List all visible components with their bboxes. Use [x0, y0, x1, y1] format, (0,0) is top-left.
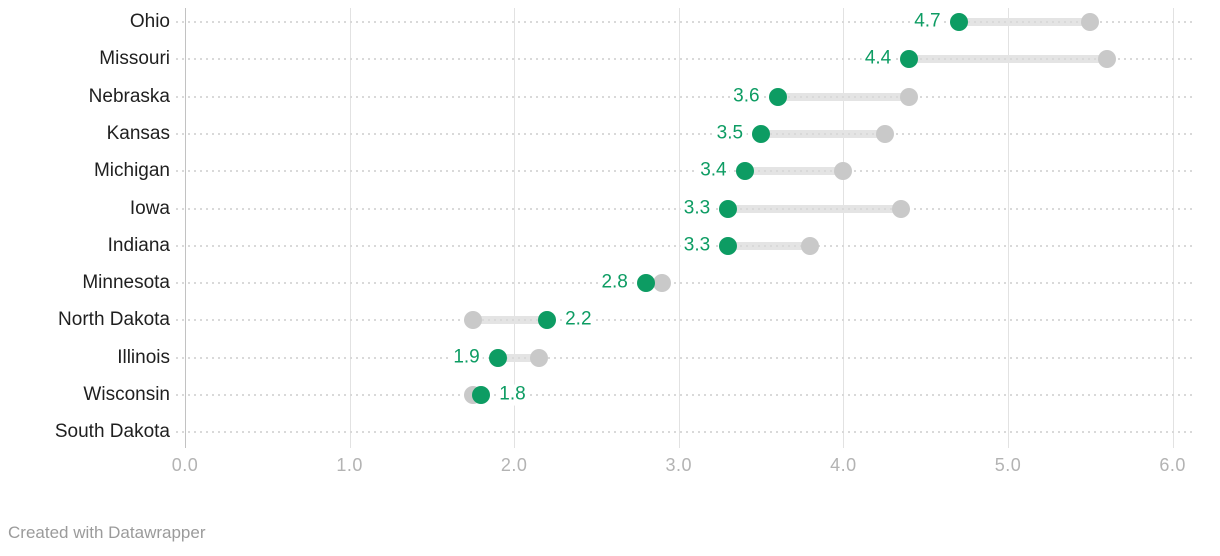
state-label: Kansas: [106, 122, 170, 144]
state-label: Michigan: [93, 160, 170, 182]
row-guide: [176, 394, 1196, 396]
state-label: North Dakota: [58, 309, 170, 331]
axis-tick: [185, 440, 186, 448]
comparison-dot[interactable]: [834, 162, 853, 181]
gridline: [1172, 8, 1174, 440]
comparison-dot[interactable]: [529, 348, 548, 367]
value-dot[interactable]: [752, 124, 771, 143]
axis-tick: [678, 440, 680, 448]
state-label: Missouri: [99, 48, 170, 70]
value-dot[interactable]: [719, 236, 738, 255]
value-dot[interactable]: [768, 87, 787, 106]
value-dot[interactable]: [636, 274, 655, 293]
value-dot[interactable]: [900, 50, 919, 69]
state-label: Indiana: [107, 234, 170, 256]
axis-tick-label: 1.0: [336, 455, 363, 475]
row-guide: [176, 319, 1196, 322]
value-label: 3.4: [697, 160, 730, 182]
axis-tick: [1172, 440, 1174, 448]
state-label: Minnesota: [82, 272, 170, 294]
value-label: 2.2: [562, 309, 595, 331]
state-label: Wisconsin: [83, 384, 170, 405]
gridline: [514, 8, 516, 440]
row-guide: [176, 282, 1196, 285]
comparison-dot[interactable]: [875, 124, 894, 143]
axis-tick: [843, 440, 845, 448]
axis-tick-label: 5.0: [994, 455, 1022, 475]
row-guide: [176, 95, 1196, 98]
comparison-dot[interactable]: [1081, 13, 1100, 31]
state-label: South Dakota: [54, 421, 170, 443]
axis-tick-label: 3.0: [665, 455, 693, 475]
row-guide: [176, 170, 1196, 173]
axis-tick-label: 0.0: [171, 455, 199, 475]
row-guide: [176, 132, 1196, 135]
comparison-dot[interactable]: [801, 236, 820, 255]
gridline: [678, 8, 680, 440]
value-label: 3.5: [713, 123, 747, 145]
axis-tick-label: 2.0: [500, 455, 528, 475]
comparison-dot[interactable]: [900, 87, 919, 106]
value-dot[interactable]: [735, 162, 754, 181]
value-dot[interactable]: [949, 13, 968, 31]
value-dot[interactable]: [538, 311, 557, 330]
comparison-dot[interactable]: [892, 199, 910, 218]
credit-line: Created with Datawrapper: [8, 523, 206, 542]
row-guide: [176, 356, 1196, 359]
value-dot[interactable]: [488, 348, 507, 367]
value-label: 4.4: [861, 48, 895, 70]
row-guide: [176, 431, 1196, 434]
value-label: 3.3: [680, 234, 714, 257]
value-label: 1.8: [496, 384, 529, 406]
axis-tick: [349, 440, 351, 448]
axis-tick-label: 4.0: [830, 455, 857, 475]
value-label: 1.9: [450, 346, 483, 369]
state-label: Iowa: [129, 197, 170, 219]
comparison-dot[interactable]: [464, 311, 483, 330]
axis-tick: [1008, 440, 1009, 448]
state-label: Illinois: [117, 346, 170, 368]
axis-tick: [514, 440, 516, 448]
gridline: [349, 8, 351, 440]
value-label: 3.3: [680, 197, 714, 219]
value-label: 3.6: [730, 85, 763, 108]
state-label: Nebraska: [88, 85, 170, 107]
comparison-dot[interactable]: [1097, 50, 1116, 69]
state-label: Ohio: [129, 11, 170, 32]
value-dot[interactable]: [719, 199, 738, 218]
value-dot[interactable]: [472, 386, 491, 404]
axis-tick-label: 6.0: [1159, 455, 1186, 475]
value-label: 4.7: [911, 11, 944, 33]
row-guide: [176, 58, 1196, 61]
comparison-dot[interactable]: [653, 274, 672, 293]
gridline: [843, 8, 845, 440]
value-label: 2.8: [598, 272, 631, 294]
row-guide: [176, 21, 1196, 23]
gridline: [185, 8, 186, 440]
gridline: [1008, 8, 1009, 440]
